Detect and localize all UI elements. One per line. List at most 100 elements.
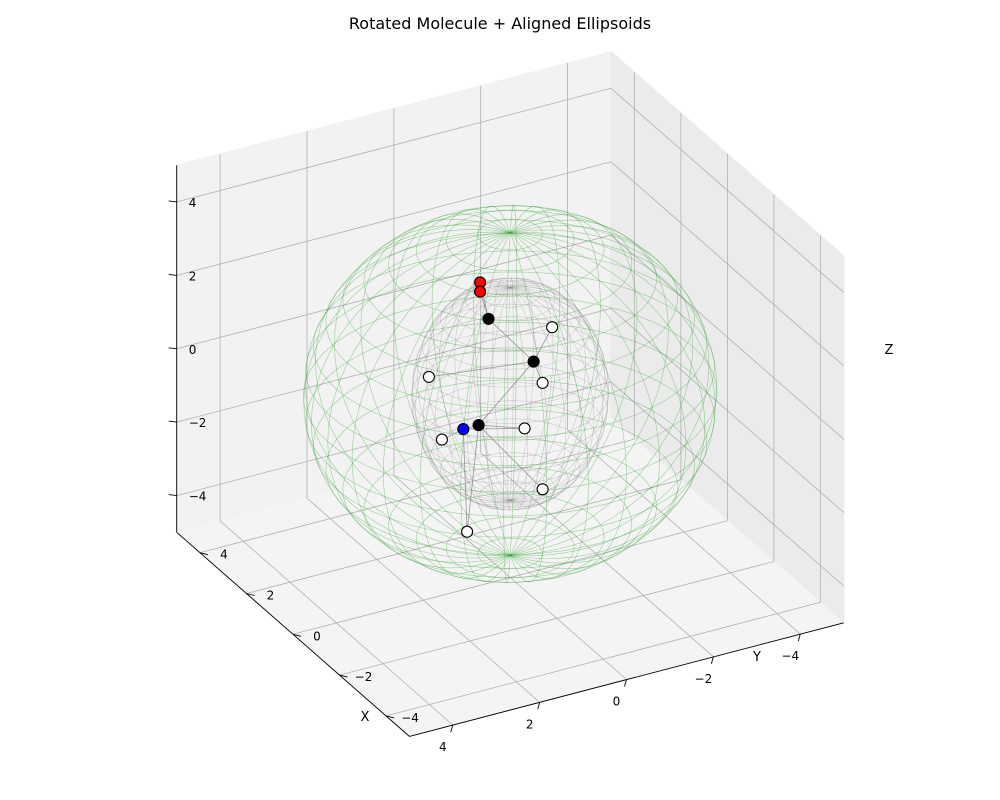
ellipsoid-parallel (451, 452, 569, 508)
y-tick-label: 4 (220, 548, 228, 562)
ellipsoid-meridian (510, 214, 638, 556)
ellipsoid-meridian (333, 224, 511, 556)
ellipsoid-meridian (460, 232, 511, 583)
ellipsoid-parallel (494, 281, 526, 297)
bond (466, 425, 480, 532)
grid-z-back (176, 87, 612, 203)
z-tick-label: 4 (189, 196, 197, 210)
ellipsoid-meridian (382, 232, 511, 574)
ellipsoid-parallel (422, 400, 599, 485)
ellipsoid-meridian (510, 229, 710, 556)
ellipsoid-parallel (411, 346, 610, 442)
grid-y-floor (339, 561, 775, 676)
atom-H (546, 321, 559, 334)
ellipsoid-meridian (509, 279, 554, 501)
ellipsoid-meridian (415, 287, 511, 502)
ellipsoid-parallel (412, 364, 608, 458)
ellipsoid-inner (411, 277, 610, 511)
x-tick (797, 633, 801, 642)
bond (463, 427, 525, 430)
ellipsoid-parallel (325, 379, 695, 556)
grid-z-back (176, 234, 612, 350)
atom-C (482, 312, 495, 325)
bond (488, 318, 534, 362)
ellipsoid-parallel (465, 277, 556, 321)
ellipsoid-meridian (510, 231, 717, 556)
ellipsoid-meridian (315, 229, 511, 556)
ellipsoid-parallel (388, 205, 633, 322)
grid-z-side (610, 234, 845, 440)
ellipsoid-meridian (492, 277, 511, 501)
ellipsoid-meridian (509, 287, 548, 510)
y-tick-label: 2 (267, 589, 275, 603)
grid-lines (176, 63, 845, 726)
x-tick (537, 702, 541, 710)
ellipsoid-meridian (510, 287, 604, 502)
ellipsoid-parallel (305, 322, 715, 517)
ellipsoid-meridian (509, 287, 528, 511)
ellipsoid-parallel (388, 466, 633, 583)
ellipsoid-meridian (510, 219, 669, 556)
ellipsoid-meridian (510, 280, 571, 501)
ellipsoid-meridian (510, 286, 606, 501)
ellipsoid-outer (302, 204, 718, 584)
ellipsoid-parallel (313, 350, 708, 538)
grid-z-side (610, 381, 845, 587)
ellipsoid-meridian (327, 232, 511, 563)
ellipsoid-parallel (445, 516, 575, 579)
x-tick-label: −2 (695, 672, 713, 686)
x-axis-label: X (361, 710, 370, 725)
z-tick-label: −4 (189, 490, 207, 504)
ellipsoid-meridian (510, 287, 609, 501)
ellipsoid-meridian (509, 205, 561, 556)
ellipsoid-meridian (510, 232, 706, 559)
ellipsoid-meridian (351, 232, 511, 569)
ellipsoid-meridian (509, 277, 514, 501)
chart-title: Rotated Molecule + Aligned Ellipsoids (349, 14, 651, 33)
bond (478, 424, 525, 429)
grid-z-side (610, 87, 845, 293)
ellipsoid-parallel (422, 303, 599, 388)
atom-N (457, 423, 470, 436)
grid-y-floor (385, 601, 821, 717)
ellipsoid-meridian (510, 287, 582, 506)
y-tick (339, 674, 348, 678)
ellipsoid-parallel (416, 316, 605, 406)
ellipsoid-parallel (363, 210, 657, 350)
ellipsoid-meridian (510, 232, 660, 570)
ellipsoid-parallel (302, 295, 718, 493)
axis-panes (175, 50, 845, 737)
ellipsoid-meridian (419, 232, 511, 579)
atom-H (461, 525, 474, 538)
atom-O (474, 285, 487, 298)
ellipsoid-parallel (313, 250, 708, 438)
ellipsoid-meridian (506, 287, 511, 511)
ellipsoid-parallel (363, 438, 657, 578)
y-tick (246, 593, 255, 596)
x-tick (624, 679, 627, 687)
ellipsoid-meridian (510, 225, 693, 556)
ellipsoid-meridian (510, 284, 598, 501)
ellipsoid-meridian (303, 232, 511, 557)
z-tick (168, 420, 177, 423)
ellipsoid-parallel (342, 409, 678, 569)
ellipsoid-meridian (449, 287, 511, 508)
ellipsoid-parallel (430, 293, 591, 370)
atom-H (422, 370, 435, 383)
ellipsoid-meridian (509, 277, 535, 501)
ellipsoid-meridian (473, 205, 511, 556)
axes: −4 −2 0 2 4 −4 −2 0 2 4 −4 −2 0 2 4 (168, 165, 844, 754)
ellipsoid-meridian (510, 232, 627, 575)
ellipsoid-parallel (416, 382, 605, 472)
ellipsoid-meridian (486, 287, 511, 511)
ellipsoid-parallel (415, 205, 605, 296)
y-axis-label: Y (752, 650, 761, 665)
x-tick-label: −4 (781, 649, 799, 663)
z-tick (168, 347, 177, 350)
ellipsoid-parallel (477, 537, 543, 570)
z-tick-label: 0 (189, 343, 197, 357)
bond (462, 429, 468, 532)
y-tick-label: 0 (313, 629, 321, 643)
y-tick (292, 633, 302, 637)
